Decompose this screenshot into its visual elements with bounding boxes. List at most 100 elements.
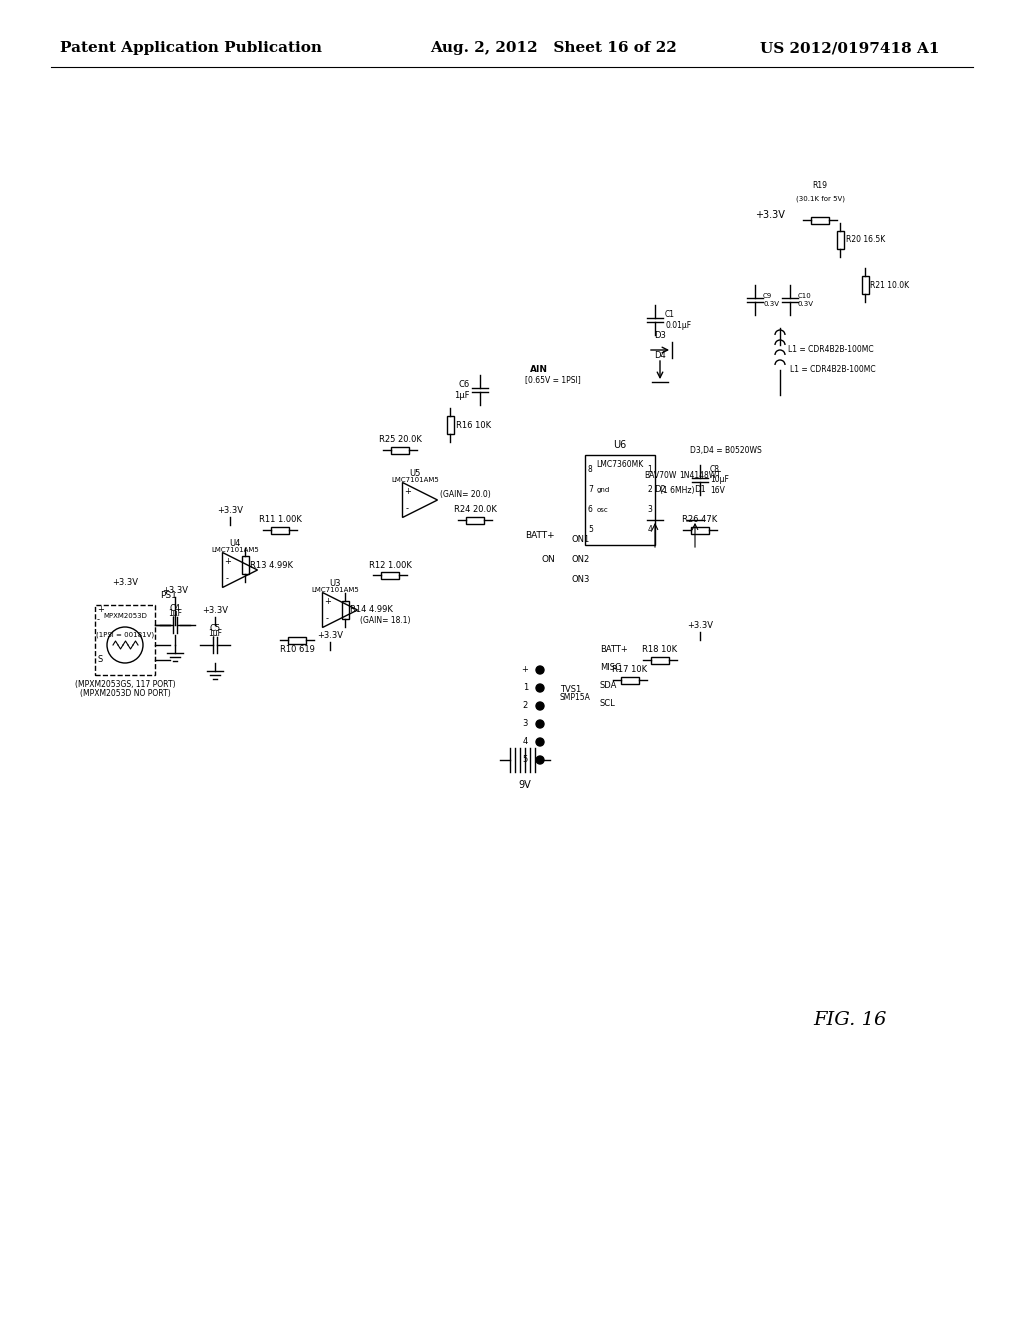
Bar (341, 601, 348, 619)
Bar (271, 527, 289, 533)
Text: 1: 1 (647, 466, 652, 474)
Bar (837, 231, 844, 249)
Text: 1N4148WT: 1N4148WT (679, 471, 721, 480)
Text: +: + (97, 606, 103, 615)
Text: R13 4.99K: R13 4.99K (251, 561, 294, 569)
Text: FIG. 16: FIG. 16 (813, 1011, 887, 1030)
Text: (GAIN= 18.1): (GAIN= 18.1) (360, 615, 411, 624)
Text: R24 20.0K: R24 20.0K (454, 506, 497, 515)
Text: 6: 6 (588, 506, 593, 515)
Text: D1: D1 (694, 484, 706, 494)
Text: +3.3V: +3.3V (687, 620, 713, 630)
Text: SMP15A: SMP15A (560, 693, 591, 702)
Text: S: S (97, 656, 102, 664)
Text: ON3: ON3 (571, 576, 590, 585)
Circle shape (536, 738, 544, 746)
Text: R21 10.0K: R21 10.0K (870, 281, 909, 289)
Text: R19: R19 (812, 181, 827, 190)
Bar (466, 516, 484, 524)
Text: 5: 5 (522, 755, 528, 764)
Text: C4: C4 (169, 605, 180, 612)
Text: 4: 4 (522, 738, 528, 747)
Circle shape (536, 702, 544, 710)
Text: +3.3V: +3.3V (112, 578, 138, 587)
Text: R25 20.0K: R25 20.0K (379, 436, 422, 445)
Text: +: + (324, 597, 331, 606)
Text: C1
0.01µF: C1 0.01µF (665, 310, 691, 330)
Text: SCL: SCL (600, 700, 615, 709)
Bar (861, 276, 868, 294)
Text: BATT+: BATT+ (600, 645, 628, 655)
Text: LMC7101AM5: LMC7101AM5 (311, 587, 358, 593)
Text: R16 10K: R16 10K (456, 421, 490, 429)
Bar (242, 556, 249, 574)
Text: D3: D3 (654, 331, 666, 341)
Text: 2: 2 (647, 486, 652, 495)
Text: 7: 7 (588, 486, 593, 495)
Bar (621, 676, 639, 684)
Text: LMC7101AM5: LMC7101AM5 (391, 477, 439, 483)
Bar (651, 656, 669, 664)
Text: -: - (226, 574, 229, 583)
Bar (811, 216, 829, 223)
Text: C5: C5 (210, 624, 220, 634)
Text: ON1: ON1 (571, 536, 590, 544)
Text: L1 = CDR4B2B-100MC: L1 = CDR4B2B-100MC (790, 366, 876, 375)
Text: D4: D4 (654, 351, 666, 360)
Text: R10 619: R10 619 (280, 645, 314, 655)
Text: US 2012/0197418 A1: US 2012/0197418 A1 (760, 41, 939, 55)
Text: -: - (326, 614, 329, 623)
Circle shape (536, 667, 544, 675)
Circle shape (536, 756, 544, 764)
Text: gnd: gnd (597, 487, 610, 492)
Text: BAV70W: BAV70W (644, 471, 676, 480)
Text: [0.65V = 1PSI]: [0.65V = 1PSI] (525, 375, 581, 384)
Text: -: - (97, 615, 100, 624)
Text: TVS1: TVS1 (560, 685, 582, 694)
Text: (MPXM2053GS, 117 PORT): (MPXM2053GS, 117 PORT) (75, 680, 175, 689)
Text: C8
10µF
16V: C8 10µF 16V (710, 465, 729, 495)
Text: 8: 8 (588, 466, 593, 474)
Text: 9V: 9V (518, 780, 531, 789)
Text: AIN: AIN (530, 366, 548, 375)
Text: Aug. 2, 2012   Sheet 16 of 22: Aug. 2, 2012 Sheet 16 of 22 (430, 41, 677, 55)
Bar (585, 455, 655, 545)
Text: R26 47K: R26 47K (682, 516, 718, 524)
Text: ON: ON (542, 556, 555, 565)
Text: C9
0.3V: C9 0.3V (763, 293, 779, 306)
Text: +3.3V: +3.3V (202, 606, 228, 615)
Text: 4: 4 (647, 525, 652, 535)
Text: LMC7360MK: LMC7360MK (596, 459, 644, 469)
Text: (30.1K for 5V): (30.1K for 5V) (796, 195, 845, 202)
Text: Patent Application Publication: Patent Application Publication (60, 41, 322, 55)
Text: (MPXM2053D NO PORT): (MPXM2053D NO PORT) (80, 689, 170, 698)
Text: D3,D4 = B0520WS: D3,D4 = B0520WS (690, 446, 762, 454)
Text: U6: U6 (613, 440, 627, 450)
Bar (288, 636, 306, 644)
Text: +: + (521, 665, 528, 675)
Text: 2: 2 (522, 701, 528, 710)
Text: (1 6MHz): (1 6MHz) (660, 486, 694, 495)
Text: +3.3V: +3.3V (162, 586, 188, 595)
Text: 5: 5 (588, 525, 593, 535)
Text: R14 4.99K: R14 4.99K (350, 606, 393, 615)
Text: (GAIN= 20.0): (GAIN= 20.0) (440, 491, 490, 499)
Text: 1µF: 1µF (208, 630, 222, 638)
Text: 3: 3 (647, 506, 652, 515)
Text: R20 16.5K: R20 16.5K (846, 235, 885, 244)
Bar (95, 605, 155, 675)
Text: LMC7101AM5: LMC7101AM5 (211, 546, 259, 553)
Text: BATT+: BATT+ (525, 531, 555, 540)
Text: +3.3V: +3.3V (317, 631, 343, 640)
Text: C10
0.3V: C10 0.3V (798, 293, 814, 306)
Text: +3.3V: +3.3V (755, 210, 785, 220)
Text: PS1: PS1 (160, 591, 177, 601)
Text: D2: D2 (654, 484, 666, 494)
Text: +: + (404, 487, 411, 496)
Bar (391, 446, 409, 454)
Text: R18 10K: R18 10K (642, 645, 678, 655)
Bar (691, 527, 709, 533)
Text: R12 1.00K: R12 1.00K (369, 561, 412, 569)
Text: U3: U3 (330, 579, 341, 587)
Text: MISC: MISC (600, 664, 621, 672)
